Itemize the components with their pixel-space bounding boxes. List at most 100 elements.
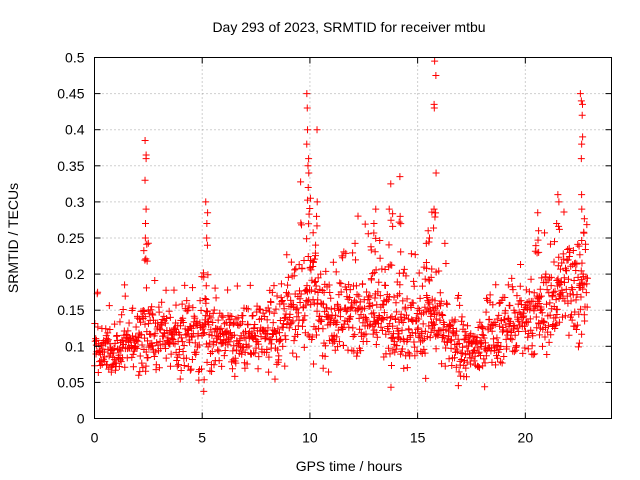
data-point [546, 299, 554, 307]
data-point [220, 320, 228, 328]
data-point [187, 365, 195, 373]
data-point [441, 239, 449, 247]
data-point [397, 310, 405, 318]
data-point [547, 282, 555, 290]
data-point [442, 259, 450, 267]
data-point [166, 313, 174, 321]
data-point [296, 299, 304, 307]
data-point [283, 251, 291, 259]
data-point [370, 229, 378, 237]
data-point [583, 303, 591, 311]
data-point [550, 258, 558, 266]
data-point [208, 348, 216, 356]
data-point [307, 301, 315, 309]
data-point [304, 331, 312, 339]
data-point [317, 270, 325, 278]
data-point [395, 218, 403, 226]
data-point [311, 278, 319, 286]
data-point [535, 320, 543, 328]
data-point [381, 282, 389, 290]
data-point [265, 353, 273, 361]
data-point [582, 240, 590, 248]
data-point [435, 309, 443, 317]
data-point [573, 260, 581, 268]
data-point [436, 316, 444, 324]
data-point [338, 325, 346, 333]
data-point [551, 238, 558, 246]
data-point [185, 302, 193, 310]
data-point [517, 261, 525, 269]
data-point [380, 309, 388, 317]
data-point [308, 333, 316, 341]
data-point [203, 358, 211, 366]
data-point [403, 295, 411, 303]
data-point [368, 301, 376, 309]
data-point [94, 323, 102, 331]
data-point [274, 346, 282, 354]
data-point [142, 205, 150, 213]
data-point [115, 362, 123, 370]
data-point [527, 275, 535, 283]
data-point [457, 349, 465, 357]
data-point [183, 307, 191, 315]
data-point [107, 368, 115, 376]
data-point [166, 362, 174, 370]
data-point [242, 334, 250, 342]
data-point [581, 317, 589, 325]
data-point [200, 329, 208, 337]
data-point [556, 265, 564, 273]
data-point [318, 287, 326, 295]
data-point [407, 250, 415, 258]
data-point [371, 320, 379, 328]
data-point [378, 314, 386, 322]
data-point [402, 311, 410, 319]
data-point [531, 350, 539, 358]
data-point [479, 324, 487, 332]
data-point [270, 327, 278, 335]
data-point [530, 307, 538, 315]
data-point [577, 267, 585, 275]
data-point [555, 198, 563, 206]
data-point [411, 251, 419, 259]
data-point [532, 242, 540, 250]
data-point [256, 305, 264, 313]
data-point [498, 359, 506, 367]
data-point [269, 319, 277, 327]
data-point [272, 305, 280, 313]
data-point [235, 339, 243, 347]
data-point [447, 337, 455, 345]
data-point [348, 304, 356, 312]
data-point [531, 247, 539, 255]
data-point [279, 342, 287, 350]
data-point [304, 183, 312, 191]
data-point [298, 265, 306, 273]
data-point [353, 291, 361, 299]
data-point [319, 364, 327, 372]
data-point [439, 333, 447, 341]
data-point [482, 352, 490, 360]
data-point [416, 294, 424, 302]
data-point [578, 330, 586, 338]
data-point [423, 264, 431, 272]
data-point [570, 276, 578, 284]
data-point [521, 344, 529, 352]
data-point [144, 354, 152, 362]
data-point [454, 335, 462, 343]
data-point [214, 316, 222, 324]
data-point [206, 339, 214, 347]
data-point [96, 361, 104, 369]
data-point [415, 315, 423, 323]
data-point [173, 362, 181, 370]
data-point [292, 265, 300, 273]
y-tick-label: 0.1 [65, 338, 85, 354]
data-point [551, 321, 559, 329]
data-point [314, 288, 322, 296]
data-point [443, 300, 451, 308]
data-point [536, 285, 544, 293]
data-point [319, 300, 327, 308]
data-point [277, 280, 285, 288]
data-point [537, 292, 545, 300]
data-point [202, 299, 210, 307]
data-point [325, 368, 333, 376]
data-point [155, 308, 163, 316]
